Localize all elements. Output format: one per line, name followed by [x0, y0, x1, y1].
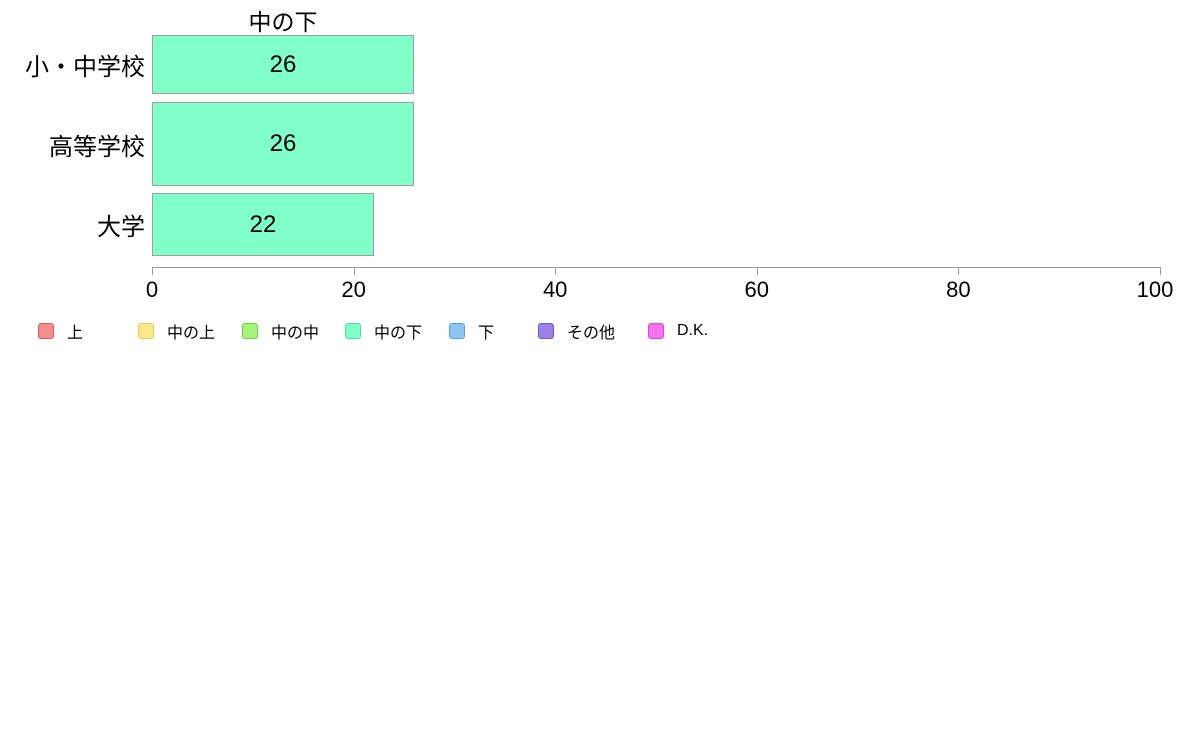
legend-item-5[interactable]: その他: [538, 322, 616, 342]
legend-color-swatch: [345, 323, 361, 339]
x-axis-tick-label: 0: [145, 277, 159, 302]
legend-color-swatch: [242, 323, 258, 339]
legend-item-6[interactable]: D.K.: [648, 322, 708, 340]
legend: 上 中の上 中の中 中の下 下 その他 D.K.: [0, 322, 1188, 344]
x-axis-tick: [756, 267, 758, 275]
category-label: 大学: [97, 214, 145, 241]
legend-item-2[interactable]: 中の中: [242, 322, 320, 342]
legend-color-swatch: [138, 323, 154, 339]
x-axis-tick-label: 100: [1136, 277, 1174, 302]
x-axis-tick-label: 60: [744, 277, 770, 302]
x-axis-tick-label: 80: [946, 277, 971, 302]
x-axis-tick-label: 40: [542, 277, 568, 302]
bar: 26: [152, 102, 414, 186]
legend-color-swatch: [449, 323, 465, 339]
x-axis-tick: [555, 267, 557, 275]
legend-label: 中の上: [167, 325, 216, 342]
legend-item-1[interactable]: 中の上: [138, 322, 216, 342]
x-axis-tick: [958, 267, 960, 275]
x-axis-tick-label: 20: [341, 277, 366, 302]
legend-label: 上: [67, 325, 84, 342]
x-axis-tick: [1160, 267, 1161, 275]
bar-value-label: 26: [269, 130, 297, 157]
legend-item-4[interactable]: 下: [449, 322, 495, 342]
category-label: 小・中学校: [25, 54, 145, 81]
x-axis-tick: [353, 267, 355, 275]
legend-item-3[interactable]: 中の下: [345, 322, 423, 342]
x-axis-line: [152, 267, 1161, 268]
bar: 22: [152, 193, 374, 256]
bar-value-label: 22: [249, 210, 277, 238]
legend-color-swatch: [38, 323, 54, 339]
x-axis-tick: [152, 267, 153, 275]
legend-label: 中の中: [271, 325, 320, 342]
legend-item-0[interactable]: 上: [38, 322, 84, 342]
legend-color-swatch: [648, 323, 664, 339]
legend-label: その他: [567, 325, 616, 342]
category-label: 高等学校: [49, 133, 145, 161]
bar: 26: [152, 35, 414, 94]
legend-label: 中の下: [374, 325, 423, 342]
legend-label: D.K.: [677, 322, 709, 339]
bar-value-label: 26: [269, 50, 297, 78]
chart-title: 中の下: [248, 9, 318, 35]
legend-label: 下: [478, 325, 495, 342]
legend-color-swatch: [538, 323, 554, 339]
